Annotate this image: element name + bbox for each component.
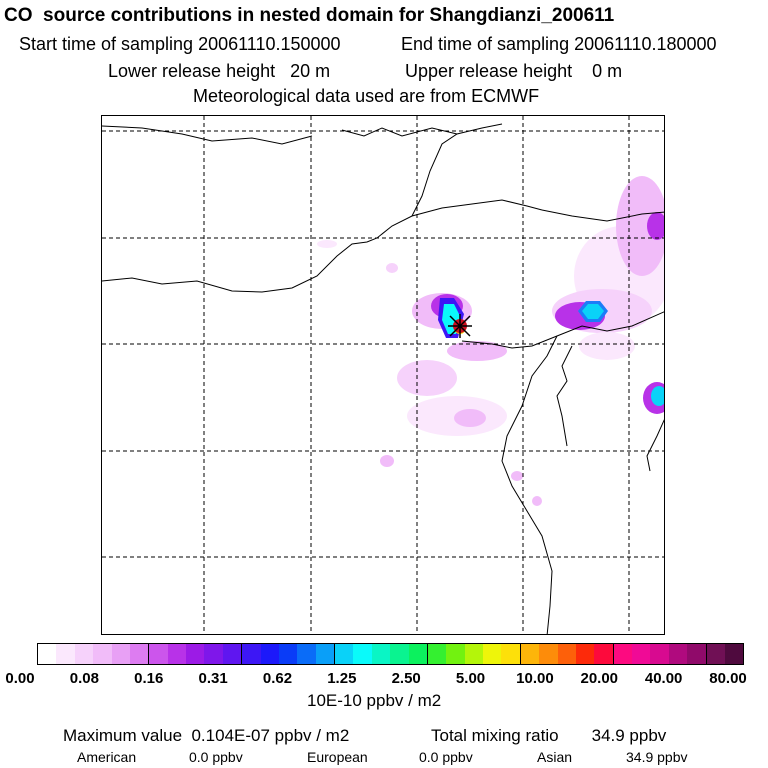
- colorbar-segment: [650, 644, 669, 664]
- colorbar-segment: [74, 644, 94, 664]
- total-mixing-ratio-label: Total mixing ratio 34.9 ppbv: [431, 726, 667, 745]
- colorbar-segment: [687, 644, 707, 664]
- colorbar-tick-label: 1.25: [327, 670, 357, 687]
- colorbar-segment: [539, 644, 558, 664]
- colorbar-segment: [724, 644, 744, 664]
- colorbar-segment: [668, 644, 688, 664]
- colorbar-segment: [613, 644, 632, 664]
- colorbar-segment: [242, 644, 261, 664]
- meteorological-data-label: Meteorological data used are from ECMWF: [193, 86, 540, 106]
- colorbar-segment: [335, 644, 354, 664]
- colorbar-segment: [260, 644, 279, 664]
- colorbar: [37, 643, 744, 665]
- colorbar-segment: [93, 644, 112, 664]
- colorbar-segment: [297, 644, 316, 664]
- end-time-label: End time of sampling 20061110.180000: [401, 34, 717, 54]
- receptor-marker: [448, 314, 472, 338]
- colorbar-tick-label: 0.62: [262, 670, 293, 687]
- map-panel: [101, 115, 665, 635]
- region-value-american: 0.0 ppbv: [189, 749, 243, 765]
- colorbar-segment: [204, 644, 223, 664]
- graticule: [102, 116, 664, 634]
- colorbar-tick-label: 20.00: [580, 670, 619, 687]
- colorbar-segment: [427, 644, 447, 664]
- concentration-field: [317, 176, 664, 506]
- lower-release-height-label: Lower release height 20 m: [108, 61, 331, 81]
- colorbar-segment: [129, 644, 150, 664]
- region-name-european: European: [307, 749, 368, 765]
- colorbar-segment: [222, 644, 243, 664]
- map-canvas: [102, 116, 664, 634]
- region-value-european: 0.0 ppbv: [419, 749, 473, 765]
- colorbar-tick-label: 0.31: [198, 670, 228, 687]
- upper-release-height-label: Upper release height 0 m: [405, 61, 623, 81]
- map-title: CO source contributions in nested domain…: [4, 5, 615, 26]
- colorbar-tick-label: 80.00: [709, 670, 747, 687]
- colorbar-segment: [501, 644, 521, 664]
- colorbar-tick-label: 10.00: [516, 670, 554, 687]
- colorbar-segment: [520, 644, 540, 664]
- colorbar-tick-label: 0.16: [134, 670, 164, 687]
- region-value-asian: 34.9 ppbv: [626, 749, 688, 765]
- colorbar-segment: [464, 644, 483, 664]
- colorbar-segment: [557, 644, 576, 664]
- colorbar-segment: [632, 644, 651, 664]
- colorbar-segment: [149, 644, 168, 664]
- colorbar-segment: [446, 644, 465, 664]
- colorbar-tick-label: 40.00: [644, 670, 683, 687]
- colorbar-units: 10E-10 ppbv / m2: [307, 691, 442, 710]
- colorbar-segment: [186, 644, 205, 664]
- colorbar-segment: [315, 644, 335, 664]
- colorbar-tick-label: 2.50: [391, 670, 421, 687]
- colorbar-segment: [390, 644, 409, 664]
- colorbar-segment: [38, 644, 57, 664]
- colorbar-segment: [56, 644, 75, 664]
- start-time-label: Start time of sampling 20061110.150000: [19, 34, 341, 54]
- colorbar-tick-label: 0.00: [5, 670, 35, 687]
- colorbar-segment: [408, 644, 428, 664]
- colorbar-segment: [167, 644, 186, 664]
- maximum-value-label: Maximum value 0.104E-07 ppbv / m2: [63, 726, 350, 745]
- colorbar-segment: [483, 644, 502, 664]
- coastlines: [102, 123, 664, 634]
- colorbar-segment: [371, 644, 391, 664]
- colorbar-segment: [111, 644, 130, 664]
- colorbar-tick-label: 5.00: [455, 670, 486, 687]
- colorbar-segment: [353, 644, 372, 664]
- region-name-american: American: [77, 749, 137, 765]
- colorbar-segment: [706, 644, 725, 664]
- colorbar-segment: [278, 644, 298, 664]
- region-name-asian: Asian: [537, 749, 573, 765]
- colorbar-tick-label: 0.08: [69, 670, 99, 687]
- colorbar-segment: [575, 644, 595, 664]
- colorbar-segment: [594, 644, 614, 664]
